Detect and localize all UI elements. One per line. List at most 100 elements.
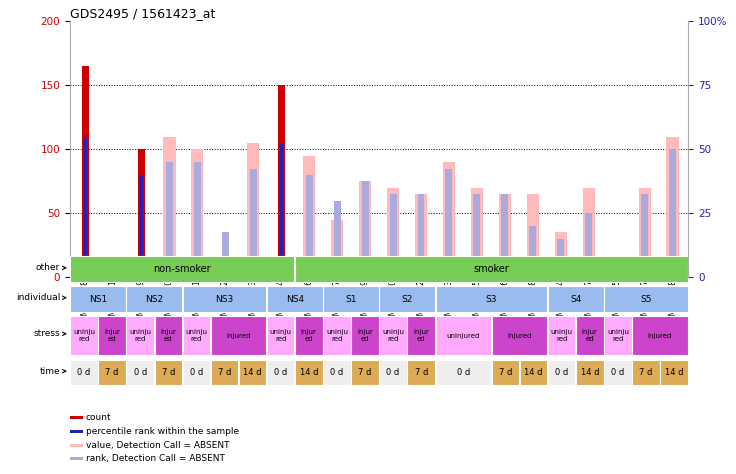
Bar [333, 201, 341, 277]
Bar [183, 286, 266, 312]
Bar [238, 360, 266, 385]
Bar [379, 360, 407, 385]
Bar [669, 149, 676, 277]
Text: injur
ed: injur ed [104, 329, 120, 342]
Text: uninju
red: uninju red [326, 329, 348, 342]
Text: uninju
red: uninju red [607, 329, 629, 342]
Text: 0 d: 0 d [330, 368, 344, 377]
Bar [548, 286, 604, 312]
Bar [70, 457, 83, 460]
Bar [583, 188, 595, 277]
Bar [379, 286, 435, 312]
Bar [358, 182, 372, 277]
Bar [576, 360, 604, 385]
Bar [604, 286, 688, 312]
Text: 0 d: 0 d [77, 368, 91, 377]
Text: 0 d: 0 d [274, 368, 287, 377]
Bar [408, 317, 435, 355]
Bar [408, 360, 435, 385]
Bar [548, 317, 576, 355]
Text: 0 d: 0 d [133, 368, 146, 377]
Text: uninju
red: uninju red [551, 329, 573, 342]
Bar [83, 137, 88, 277]
Bar [70, 277, 688, 474]
Text: stress: stress [34, 329, 60, 338]
Bar [417, 194, 425, 277]
Text: S4: S4 [570, 295, 581, 303]
Bar [604, 317, 631, 355]
Bar [632, 360, 659, 385]
Text: 7 d: 7 d [358, 368, 372, 377]
Bar [604, 360, 631, 385]
Text: NS4: NS4 [286, 295, 304, 303]
Text: injur
ed: injur ed [160, 329, 176, 342]
Text: rank, Detection Call = ABSENT: rank, Detection Call = ABSENT [85, 455, 224, 463]
Bar [183, 360, 210, 385]
Bar [219, 258, 232, 277]
Text: NS3: NS3 [216, 295, 233, 303]
Bar [470, 188, 484, 277]
Text: 0 d: 0 d [386, 368, 400, 377]
Text: injur
ed: injur ed [301, 329, 316, 342]
Bar [323, 360, 350, 385]
Bar [295, 256, 688, 282]
Bar [639, 188, 651, 277]
Text: 7 d: 7 d [218, 368, 231, 377]
Bar [351, 317, 379, 355]
Bar [389, 194, 397, 277]
Text: 0 d: 0 d [457, 368, 470, 377]
Bar [501, 194, 509, 277]
Text: 7 d: 7 d [105, 368, 118, 377]
Bar [279, 143, 283, 277]
Text: 7 d: 7 d [499, 368, 512, 377]
Bar [127, 317, 154, 355]
Bar [99, 317, 126, 355]
Text: uninju
red: uninju red [73, 329, 95, 342]
Text: value, Detection Call = ABSENT: value, Detection Call = ABSENT [85, 441, 229, 450]
Text: uninju
red: uninju red [382, 329, 404, 342]
Text: individual: individual [16, 293, 60, 302]
Text: injured: injured [227, 333, 251, 339]
Text: time: time [40, 367, 60, 376]
Text: uninju
red: uninju red [130, 329, 151, 342]
Bar [585, 213, 592, 277]
Bar [139, 175, 144, 277]
Text: other: other [36, 264, 60, 273]
Bar [295, 317, 322, 355]
Bar [660, 360, 688, 385]
Bar [305, 175, 313, 277]
Bar [155, 360, 182, 385]
Text: S2: S2 [401, 295, 413, 303]
Bar [99, 360, 126, 385]
Text: 0 d: 0 d [555, 368, 568, 377]
Bar [492, 317, 548, 355]
Text: 14 d: 14 d [300, 368, 318, 377]
Text: uninju
red: uninju red [185, 329, 208, 342]
Bar [267, 286, 322, 312]
Bar [414, 194, 428, 277]
Text: non-smoker: non-smoker [154, 264, 211, 274]
Text: 0 d: 0 d [190, 368, 203, 377]
Text: 0 d: 0 d [612, 368, 625, 377]
Text: NS2: NS2 [145, 295, 163, 303]
Bar [222, 233, 229, 277]
Text: S5: S5 [640, 295, 652, 303]
Bar [166, 162, 173, 277]
Text: 14 d: 14 d [665, 368, 683, 377]
Bar [70, 416, 83, 419]
Bar [70, 317, 98, 355]
Bar [70, 430, 83, 433]
Text: NS1: NS1 [89, 295, 107, 303]
Text: S3: S3 [486, 295, 498, 303]
Text: injur
ed: injur ed [357, 329, 373, 342]
Bar [302, 156, 316, 277]
Text: 7 d: 7 d [640, 368, 653, 377]
Bar [436, 360, 491, 385]
Bar [330, 220, 344, 277]
Text: percentile rank within the sample: percentile rank within the sample [85, 427, 238, 436]
Bar [210, 317, 266, 355]
Text: count: count [85, 413, 111, 422]
Bar [155, 317, 182, 355]
Bar [323, 286, 379, 312]
Bar [70, 286, 126, 312]
